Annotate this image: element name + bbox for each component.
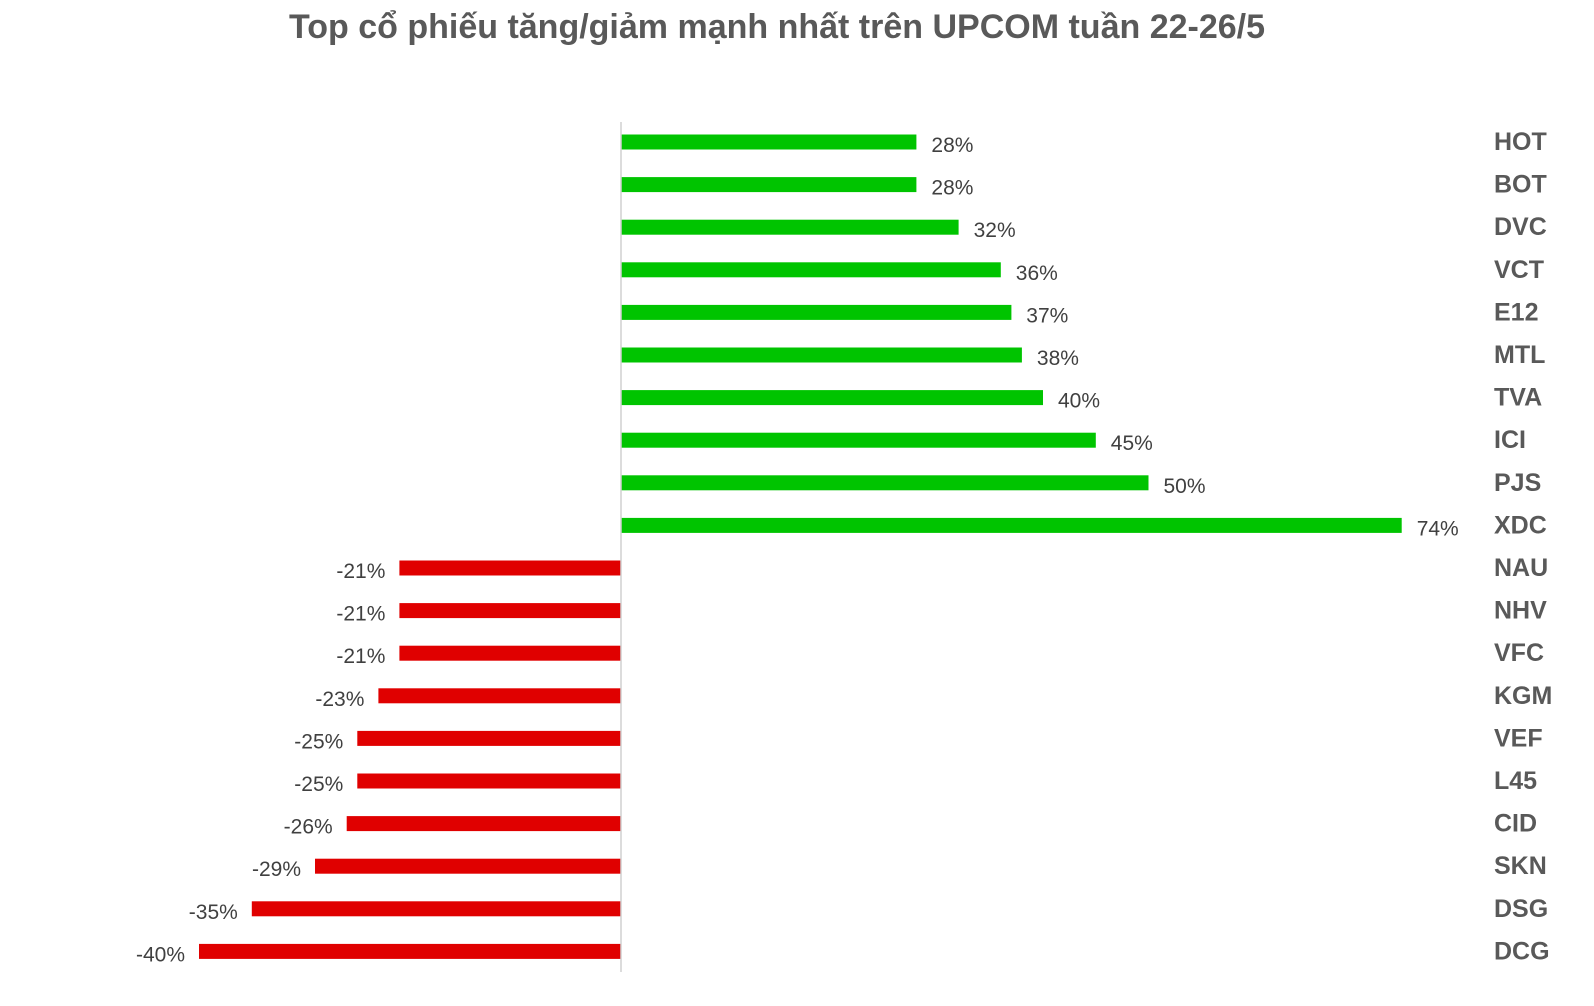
bar-l45 <box>357 773 622 789</box>
category-label-kgm: KGM <box>1494 682 1552 710</box>
bar-dcg <box>199 943 621 959</box>
bar-bot <box>621 177 917 193</box>
bar-dsg <box>251 901 622 917</box>
category-label-mtl: MTL <box>1494 341 1545 369</box>
category-label-vef: VEF <box>1494 724 1543 752</box>
bar-skn <box>315 858 621 874</box>
value-label-dsg: -35% <box>189 901 238 924</box>
bar-pjs <box>621 475 1149 491</box>
category-label-tva: TVA <box>1494 384 1542 412</box>
value-label-skn: -29% <box>252 858 301 881</box>
value-label-nau: -21% <box>336 560 385 583</box>
bar-cid <box>346 816 621 832</box>
value-label-vct: 36% <box>1016 262 1058 285</box>
category-label-dsg: DSG <box>1494 895 1548 923</box>
bar-vef <box>357 730 622 746</box>
category-label-pjs: PJS <box>1494 469 1541 497</box>
value-label-bot: 28% <box>931 177 973 200</box>
value-label-hot: 28% <box>931 134 973 157</box>
bar-nhv <box>399 603 621 619</box>
category-label-vfc: VFC <box>1494 639 1544 667</box>
value-label-xdc: 74% <box>1417 517 1459 540</box>
bar-e12 <box>621 304 1012 320</box>
bar-vfc <box>399 645 621 661</box>
category-label-hot: HOT <box>1494 128 1547 156</box>
value-label-mtl: 38% <box>1037 347 1079 370</box>
value-label-e12: 37% <box>1026 304 1068 327</box>
labels-layer: 28% HOT 28% BOT 32% DVC 36% VCT 37% E12 38% MTL 40% T… <box>136 128 1552 966</box>
bars-layer <box>199 134 1402 959</box>
category-label-bot: BOT <box>1494 171 1547 199</box>
category-label-vct: VCT <box>1494 256 1544 284</box>
category-label-ici: ICI <box>1494 426 1526 454</box>
value-label-vfc: -21% <box>336 645 385 668</box>
value-label-dcg: -40% <box>136 943 185 966</box>
value-label-kgm: -23% <box>315 688 364 711</box>
bar-tva <box>621 390 1043 406</box>
value-label-pjs: 50% <box>1164 475 1206 498</box>
bar-xdc <box>621 517 1402 533</box>
category-label-nhv: NHV <box>1494 597 1547 625</box>
value-label-l45: -25% <box>294 773 343 796</box>
category-label-e12: E12 <box>1494 298 1538 326</box>
value-label-ici: 45% <box>1111 432 1153 455</box>
bar-kgm <box>378 688 622 704</box>
chart-title: Top cổ phiếu tăng/giảm mạnh nhất trên UP… <box>288 8 1266 46</box>
value-label-vef: -25% <box>294 730 343 753</box>
bar-ici <box>621 432 1096 448</box>
category-label-dvc: DVC <box>1494 213 1547 241</box>
category-label-cid: CID <box>1494 810 1537 838</box>
value-label-nhv: -21% <box>336 603 385 626</box>
value-label-cid: -26% <box>284 816 333 839</box>
category-label-skn: SKN <box>1494 852 1547 880</box>
category-label-l45: L45 <box>1494 767 1537 795</box>
category-label-nau: NAU <box>1494 554 1548 582</box>
bar-mtl <box>621 347 1022 363</box>
bar-nau <box>399 560 621 576</box>
value-label-dvc: 32% <box>974 219 1016 242</box>
bar-dvc <box>621 219 959 235</box>
category-label-xdc: XDC <box>1494 511 1547 539</box>
category-label-dcg: DCG <box>1494 937 1550 965</box>
bar-vct <box>621 262 1001 278</box>
bar-hot <box>621 134 917 150</box>
value-label-tva: 40% <box>1058 390 1100 413</box>
